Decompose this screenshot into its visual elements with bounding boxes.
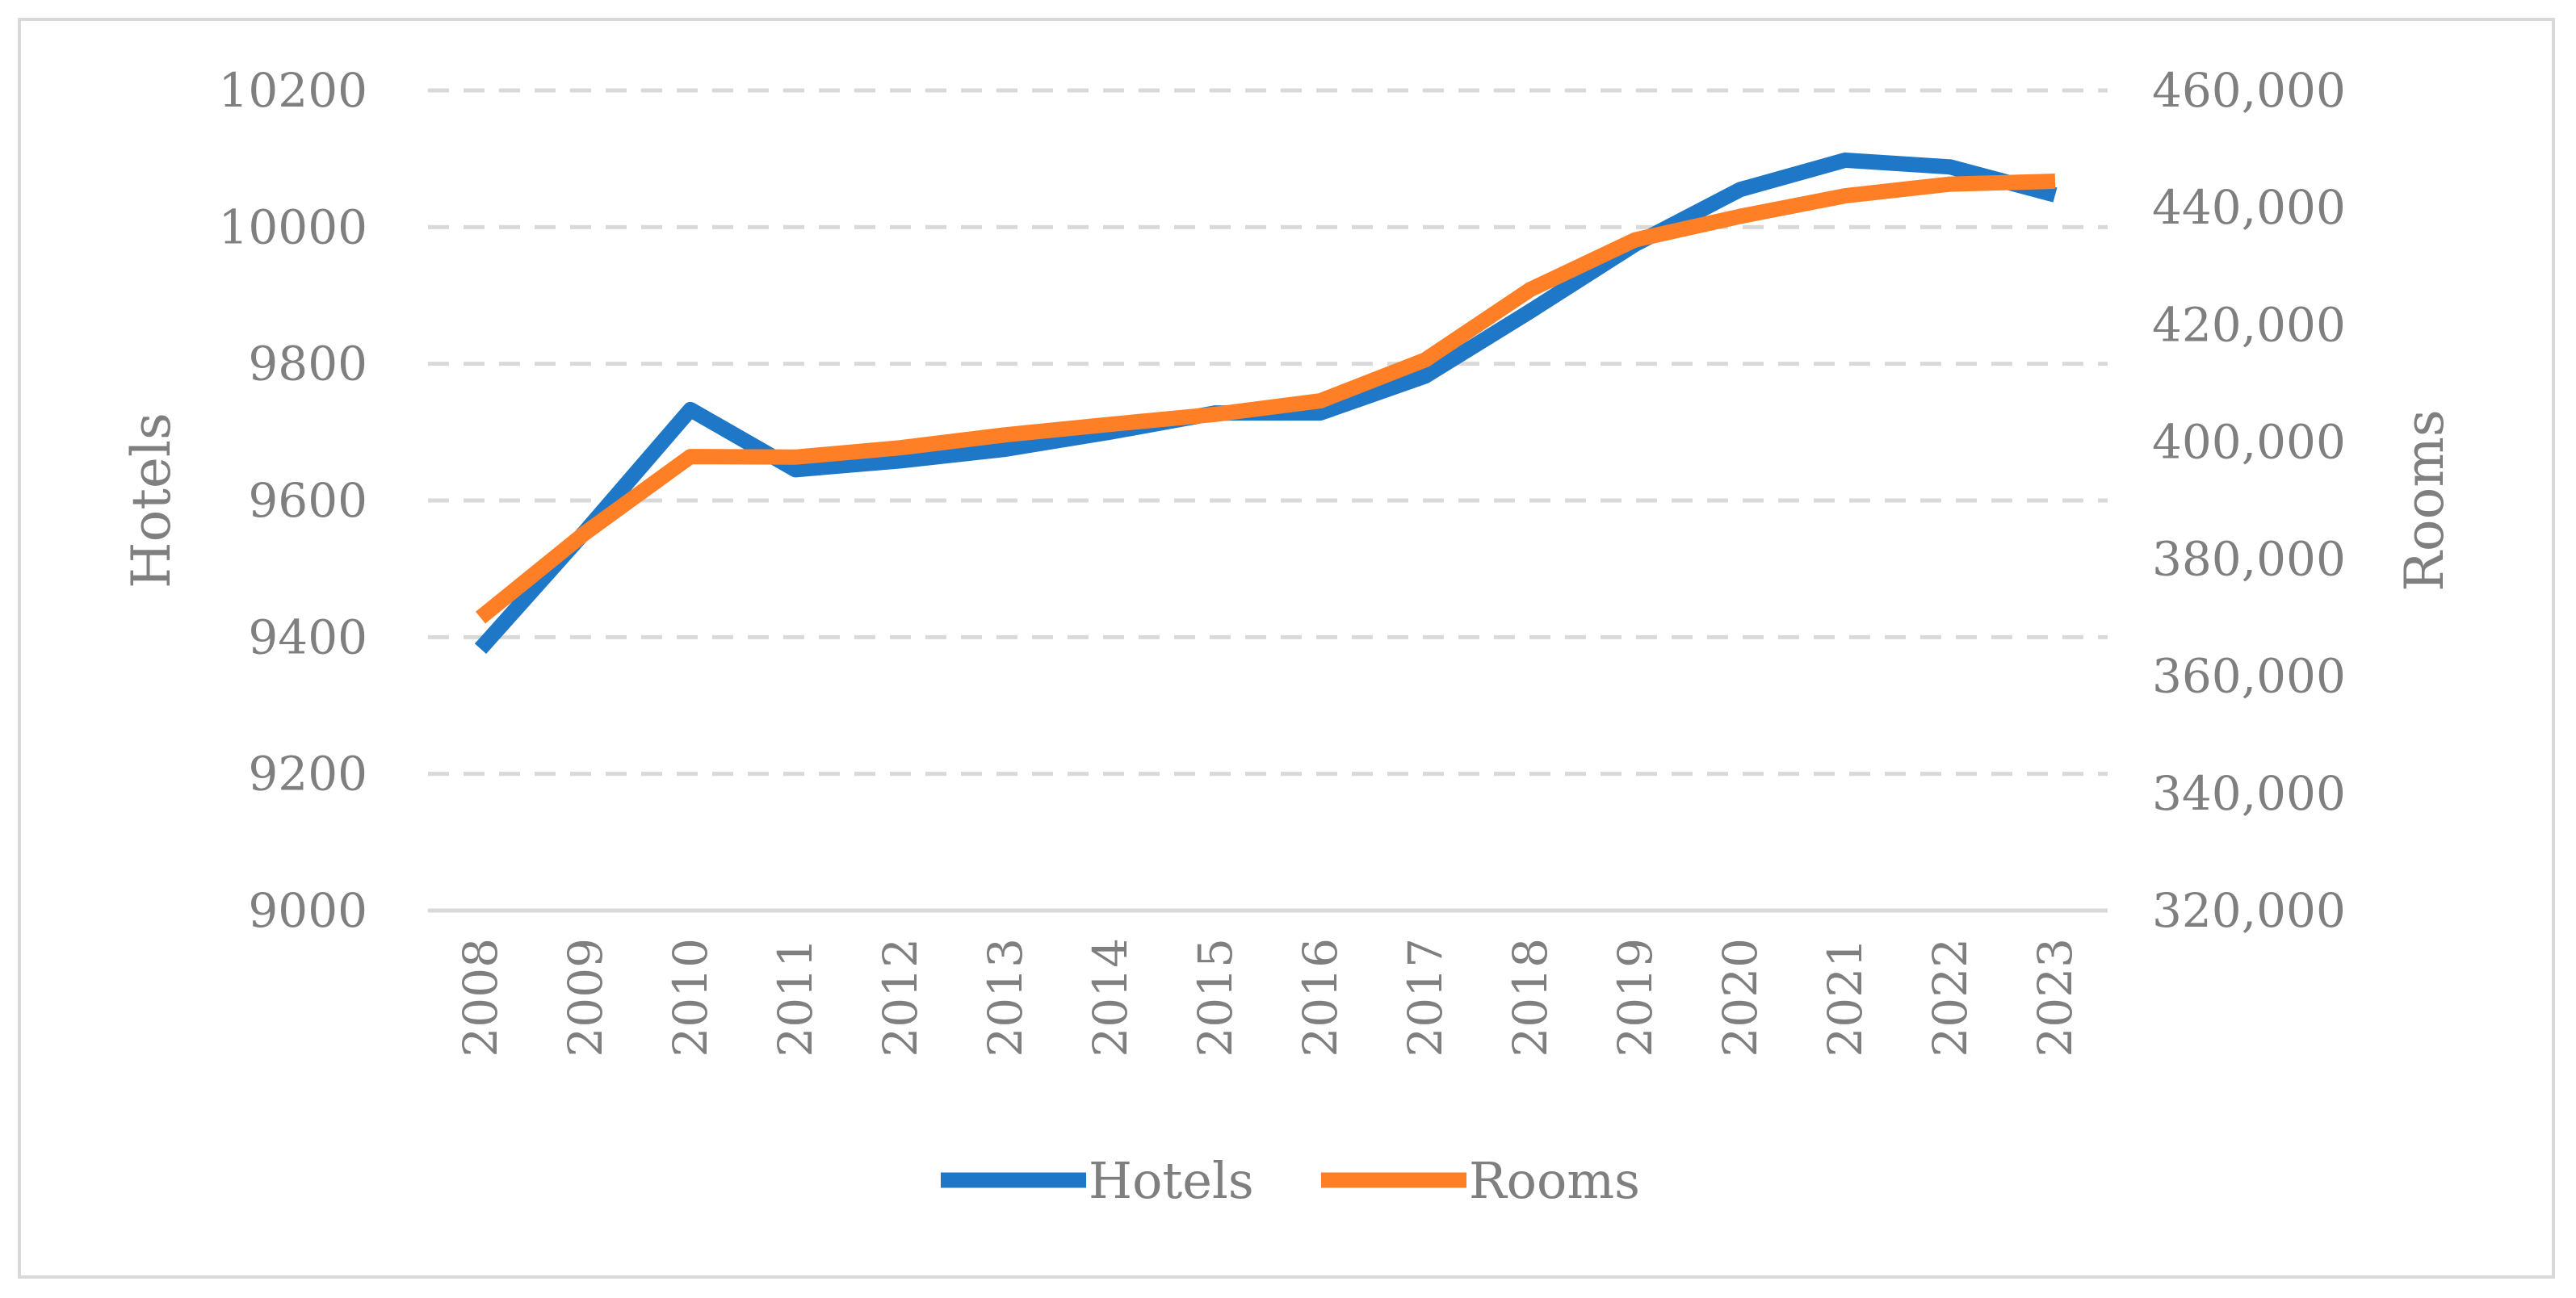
x-tick-label: 2015 (1188, 938, 1243, 1057)
y-tick-label-right: 440,000 (2152, 180, 2346, 235)
x-tick-label: 2020 (1713, 938, 1768, 1057)
x-tick-label: 2023 (2028, 938, 2083, 1057)
x-tick-label: 2012 (873, 938, 928, 1057)
x-tick-label: 2021 (1818, 938, 1873, 1057)
legend: Hotels Rooms (941, 1151, 1640, 1210)
series-lines (474, 152, 2058, 655)
x-tick-label: 2013 (978, 938, 1033, 1057)
y-axis-title-right: Rooms (2393, 409, 2456, 592)
series-line-rooms (476, 174, 2056, 624)
legend-label-rooms: Rooms (1469, 1151, 1640, 1210)
y-tick-label-left: 9400 (248, 609, 367, 664)
x-tick-label: 2019 (1608, 938, 1663, 1057)
y-axis-title-left: Hotels (120, 412, 183, 588)
y-tick-label-right: 320,000 (2152, 883, 2346, 938)
y-tick-label-left: 9800 (248, 337, 367, 391)
x-tick-label: 2022 (1923, 938, 1978, 1057)
x-tick-label: 2014 (1083, 938, 1138, 1057)
x-tick-label: 2011 (768, 938, 823, 1057)
y-tick-label-right: 340,000 (2152, 766, 2346, 821)
y-tick-label-left: 10000 (218, 199, 367, 254)
legend-label-hotels: Hotels (1089, 1151, 1254, 1210)
x-tick-label: 2018 (1503, 938, 1558, 1057)
x-tick-label: 2016 (1293, 938, 1348, 1057)
y-tick-label-right: 360,000 (2152, 649, 2346, 704)
x-tick-label: 2009 (558, 938, 613, 1057)
y-tick-label-right: 420,000 (2152, 297, 2346, 352)
gridlines (428, 88, 2108, 777)
y-tick-label-right: 400,000 (2152, 414, 2346, 469)
x-tick-label: 2008 (453, 938, 508, 1057)
y-tick-label-left: 9600 (248, 473, 367, 528)
y-tick-label-right: 460,000 (2152, 63, 2346, 118)
axes: 9000 9200 9400 9600 9800 10000 10200 320,000 340… (218, 63, 2345, 1057)
y-tick-label-right: 380,000 (2152, 532, 2346, 587)
x-tick-label: 2017 (1398, 938, 1453, 1057)
x-tick-label: 2010 (663, 938, 718, 1057)
y-tick-label-left: 9200 (248, 747, 367, 802)
y-tick-label-left: 9000 (248, 883, 367, 938)
y-tick-label-left: 10200 (218, 63, 367, 118)
